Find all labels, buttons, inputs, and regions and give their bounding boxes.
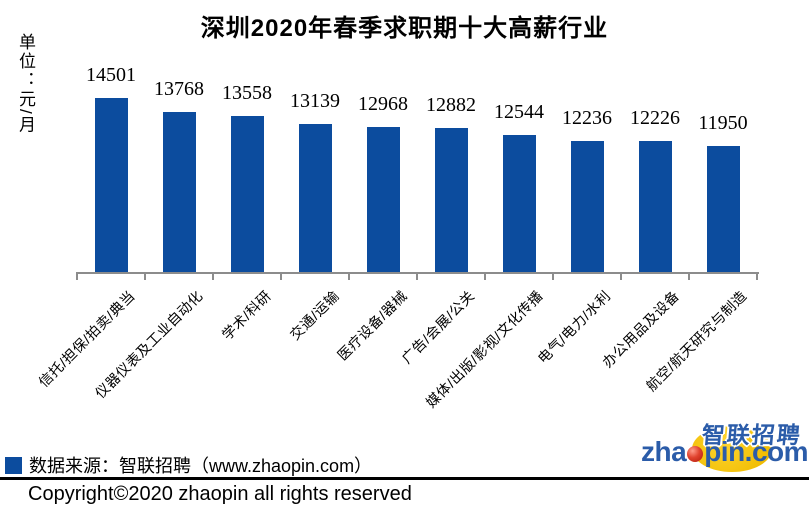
bar xyxy=(571,141,604,273)
legend-source-text: 数据来源：智联招聘（www.zhaopin.com） xyxy=(29,456,373,476)
bar xyxy=(435,128,468,273)
logo-yellow-ellipse xyxy=(692,426,772,472)
bar-value-label: 11950 xyxy=(698,112,748,134)
logo-red-dot-icon xyxy=(687,446,704,462)
zhaopin-logo: 智联招聘 zha pin.com xyxy=(630,405,809,477)
x-axis-tick xyxy=(620,272,622,280)
bar-value-label: 13768 xyxy=(154,78,204,100)
x-axis-tick xyxy=(76,272,78,280)
footer-divider-line xyxy=(0,477,809,480)
bar xyxy=(707,146,740,273)
x-axis-category-label: 学术/科研 xyxy=(218,287,274,343)
bar-value-label: 14501 xyxy=(86,64,136,86)
bar xyxy=(95,98,128,273)
x-axis-category-label: 交通/运输 xyxy=(286,287,342,343)
x-axis-tick xyxy=(484,272,486,280)
bar xyxy=(299,124,332,273)
bar xyxy=(639,141,672,273)
bar-value-label: 13558 xyxy=(222,82,272,104)
x-axis-tick xyxy=(688,272,690,280)
bar-value-label: 12968 xyxy=(358,93,408,115)
x-axis-line xyxy=(76,272,759,274)
chart-title: 深圳2020年春季求职期十大高薪行业 xyxy=(200,15,609,42)
x-axis-tick xyxy=(348,272,350,280)
bar xyxy=(503,135,536,273)
bar-value-label: 12226 xyxy=(630,107,680,129)
bar xyxy=(367,127,400,273)
copyright-text: Copyright©2020 zhaopin all rights reserv… xyxy=(28,483,412,505)
legend-color-swatch xyxy=(5,456,22,474)
y-axis-unit-label: 单位：元/月 xyxy=(16,33,35,135)
bar-value-label: 12236 xyxy=(562,107,612,129)
bar xyxy=(231,116,264,273)
logo-domain-text-post: pin.com xyxy=(704,436,809,467)
x-axis-tick xyxy=(144,272,146,280)
x-axis-tick xyxy=(212,272,214,280)
x-axis-tick xyxy=(416,272,418,280)
x-axis-category-label: 媒体/出版/影视/文化传播 xyxy=(422,287,546,411)
bar-value-label: 13139 xyxy=(290,90,340,112)
x-axis-tick xyxy=(552,272,554,280)
bar-value-label: 12882 xyxy=(426,94,476,116)
logo-domain-text-pre: zha xyxy=(641,436,687,467)
bar-value-label: 12544 xyxy=(494,101,544,123)
logo-domain-text: zha pin.com xyxy=(641,436,809,468)
x-axis-tick xyxy=(280,272,282,280)
x-axis-tick xyxy=(756,272,758,280)
bar xyxy=(163,112,196,273)
legend: 数据来源：智联招聘（www.zhaopin.com） xyxy=(5,452,372,478)
